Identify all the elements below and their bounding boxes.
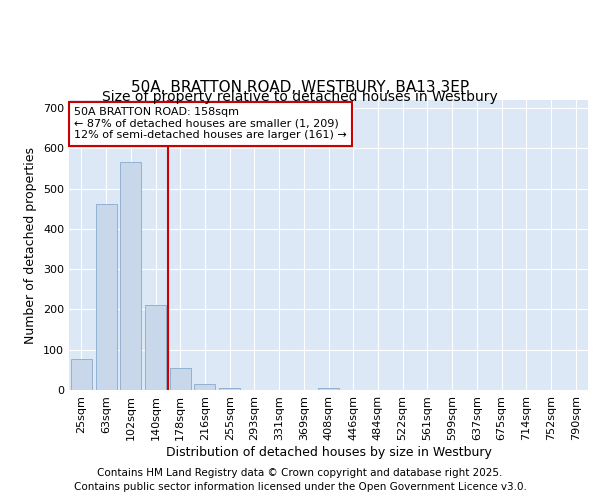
Y-axis label: Number of detached properties: Number of detached properties xyxy=(25,146,37,344)
Text: Contains HM Land Registry data © Crown copyright and database right 2025.: Contains HM Land Registry data © Crown c… xyxy=(97,468,503,477)
Bar xyxy=(120,162,141,390)
X-axis label: Distribution of detached houses by size in Westbury: Distribution of detached houses by size … xyxy=(166,446,491,458)
Bar xyxy=(194,384,215,390)
Bar xyxy=(318,388,339,390)
Text: Size of property relative to detached houses in Westbury: Size of property relative to detached ho… xyxy=(102,90,498,104)
Bar xyxy=(95,204,116,390)
Text: 50A BRATTON ROAD: 158sqm
← 87% of detached houses are smaller (1, 209)
12% of se: 50A BRATTON ROAD: 158sqm ← 87% of detach… xyxy=(74,108,347,140)
Text: 50A, BRATTON ROAD, WESTBURY, BA13 3EP: 50A, BRATTON ROAD, WESTBURY, BA13 3EP xyxy=(131,80,469,95)
Bar xyxy=(71,358,92,390)
Bar xyxy=(219,388,240,390)
Bar xyxy=(145,306,166,390)
Text: Contains public sector information licensed under the Open Government Licence v3: Contains public sector information licen… xyxy=(74,482,526,492)
Bar xyxy=(170,368,191,390)
